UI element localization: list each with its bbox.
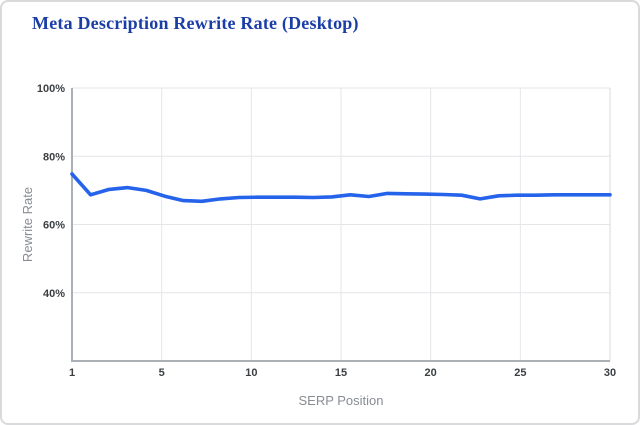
x-tick-label: 25 <box>514 367 526 379</box>
x-axis-title: SERP Position <box>298 393 383 408</box>
x-tick-label: 20 <box>425 367 437 379</box>
x-tick-label: 5 <box>159 367 165 379</box>
y-tick-label: 80% <box>43 151 65 163</box>
x-tick-label: 15 <box>335 367 347 379</box>
chart-title: Meta Description Rewrite Rate (Desktop) <box>32 13 359 33</box>
y-axis-title: Rewrite Rate <box>20 187 35 262</box>
y-tick-label: 60% <box>43 220 65 232</box>
x-tick-label: 30 <box>604 367 616 379</box>
x-tick-label: 10 <box>245 367 257 379</box>
y-tick-label: 100% <box>37 83 65 95</box>
x-tick-label: 1 <box>69 367 75 379</box>
y-tick-label: 40% <box>43 288 65 300</box>
data-line-rewrite-rate <box>70 172 612 204</box>
